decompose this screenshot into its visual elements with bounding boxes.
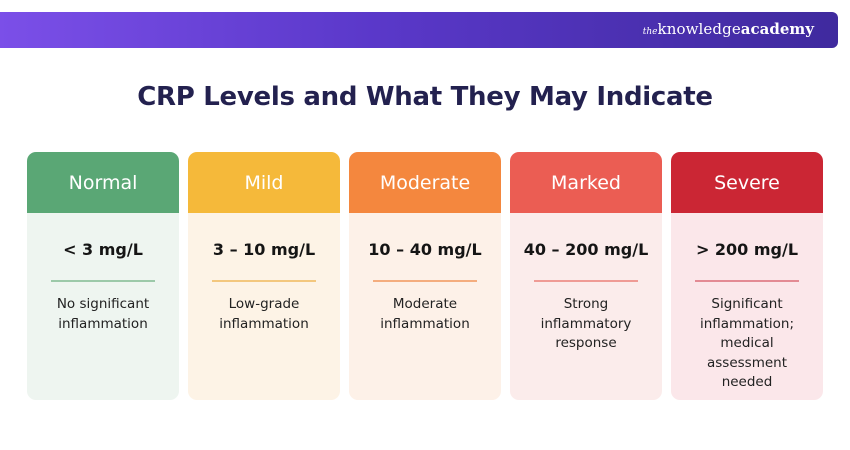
page-title: CRP Levels and What They May Indicate (137, 82, 713, 112)
card-mild: Mild 3 – 10 mg/L Low-grade inflammation (188, 152, 340, 400)
card-header: Marked (510, 152, 662, 213)
brand-prefix: the (642, 27, 658, 37)
card-header: Mild (188, 152, 340, 213)
card-marked: Marked 40 – 200 mg/L Strong inflammatory… (510, 152, 662, 400)
card-divider (212, 280, 316, 282)
card-body: 10 – 40 mg/L Moderate inflammation (349, 213, 501, 400)
card-divider (51, 280, 155, 282)
card-body: 3 – 10 mg/L Low-grade inflammation (188, 213, 340, 400)
level-range: < 3 mg/L (63, 240, 143, 259)
level-label: Marked (551, 171, 621, 194)
level-range: 10 – 40 mg/L (368, 240, 482, 259)
level-description: Moderate inflammation (380, 296, 470, 332)
card-body: > 200 mg/L Significant inflammation; med… (671, 213, 823, 400)
brand-suffix: academy (740, 20, 814, 38)
card-body: 40 – 200 mg/L Strong inflammatory respon… (510, 213, 662, 400)
level-label: Normal (68, 171, 138, 194)
level-range: 3 – 10 mg/L (212, 240, 316, 259)
level-label: Moderate (379, 171, 471, 194)
card-divider (534, 280, 638, 282)
level-label: Severe (714, 171, 780, 194)
level-description: No significant inflammation (56, 296, 150, 332)
card-header: Normal (27, 152, 179, 213)
card-header: Moderate (349, 152, 501, 213)
level-label: Mild (244, 171, 284, 194)
card-divider (695, 280, 799, 282)
level-description: Low-grade inflammation (219, 296, 309, 332)
level-description: Strong inflammatory response (540, 296, 632, 351)
card-header: Severe (671, 152, 823, 213)
level-range: > 200 mg/L (695, 240, 799, 259)
card-normal: Normal < 3 mg/L No significant inflammat… (27, 152, 179, 400)
level-range: 40 – 200 mg/L (523, 240, 649, 259)
card-moderate: Moderate 10 – 40 mg/L Moderate inflammat… (349, 152, 501, 400)
card-body: < 3 mg/L No significant inflammation (27, 213, 179, 400)
card-severe: Severe > 200 mg/L Significant inflammati… (671, 152, 823, 400)
crp-levels-cards: Normal < 3 mg/L No significant inflammat… (27, 152, 823, 400)
card-divider (373, 280, 477, 282)
header-banner: theknowledgeacademy (0, 12, 838, 48)
brand-name: knowledge (657, 20, 741, 38)
brand-logo: theknowledgeacademy (643, 20, 814, 38)
level-description: Significant inflammation; medical assess… (699, 296, 795, 390)
